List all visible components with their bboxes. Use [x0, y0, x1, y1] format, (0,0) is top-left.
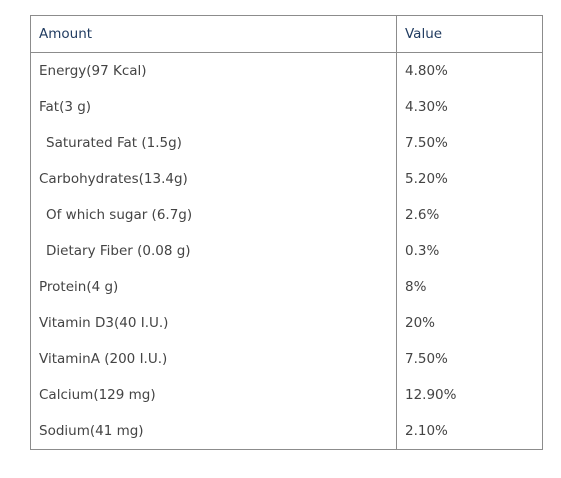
table-row: Vitamin D3(40 I.U.) 20%: [31, 305, 543, 341]
value-cell: 12.90%: [396, 377, 543, 413]
value-cell: 7.50%: [396, 341, 543, 377]
value-cell: 20%: [396, 305, 543, 341]
table-row: Calcium(129 mg) 12.90%: [31, 377, 543, 413]
table-body: Energy(97 Kcal) 4.80% Fat(3 g) 4.30% Sat…: [31, 52, 543, 450]
amount-cell: Sodium(41 mg): [39, 423, 144, 439]
table-row: Protein(4 g) 8%: [31, 269, 543, 305]
value-cell: 7.50%: [396, 125, 543, 161]
amount-cell: Energy(97 Kcal): [39, 63, 147, 79]
table-header: Amount Value: [30, 15, 543, 53]
amount-cell: Calcium(129 mg): [39, 387, 156, 403]
value-cell: 4.80%: [396, 52, 543, 89]
value-cell: 2.10%: [396, 413, 543, 450]
value-cell: 5.20%: [396, 161, 543, 197]
header-row: Amount Value: [30, 15, 543, 53]
table-row: Energy(97 Kcal) 4.80%: [31, 52, 543, 89]
amount-cell: Vitamin D3(40 I.U.): [39, 315, 169, 331]
table-row: Carbohydrates(13.4g) 5.20%: [31, 161, 543, 197]
table-row: Fat(3 g) 4.30%: [31, 89, 543, 125]
table-row: Sodium(41 mg) 2.10%: [31, 413, 543, 450]
value-column-header: Value: [396, 15, 543, 53]
amount-cell: Carbohydrates(13.4g): [39, 171, 188, 187]
amount-cell: Dietary Fiber (0.08 g): [46, 243, 191, 259]
amount-cell: Fat(3 g): [39, 99, 92, 115]
table-row: VitaminA (200 I.U.) 7.50%: [31, 341, 543, 377]
value-cell: 0.3%: [396, 233, 543, 269]
amount-cell: Saturated Fat (1.5g): [46, 135, 182, 151]
amount-cell: Protein(4 g): [39, 279, 119, 295]
value-cell: 8%: [396, 269, 543, 305]
value-cell: 2.6%: [396, 197, 543, 233]
table-row: Saturated Fat (1.5g) 7.50%: [31, 125, 543, 161]
amount-cell: VitaminA (200 I.U.): [39, 351, 168, 367]
nutrition-table: Amount Value Energy(97 Kcal) 4.80% Fat(3…: [30, 15, 543, 450]
value-cell: 4.30%: [396, 89, 543, 125]
table-row: Of which sugar (6.7g) 2.6%: [31, 197, 543, 233]
amount-cell: Of which sugar (6.7g): [46, 207, 193, 223]
amount-column-header: Amount: [30, 15, 397, 53]
table-row: Dietary Fiber (0.08 g) 0.3%: [31, 233, 543, 269]
